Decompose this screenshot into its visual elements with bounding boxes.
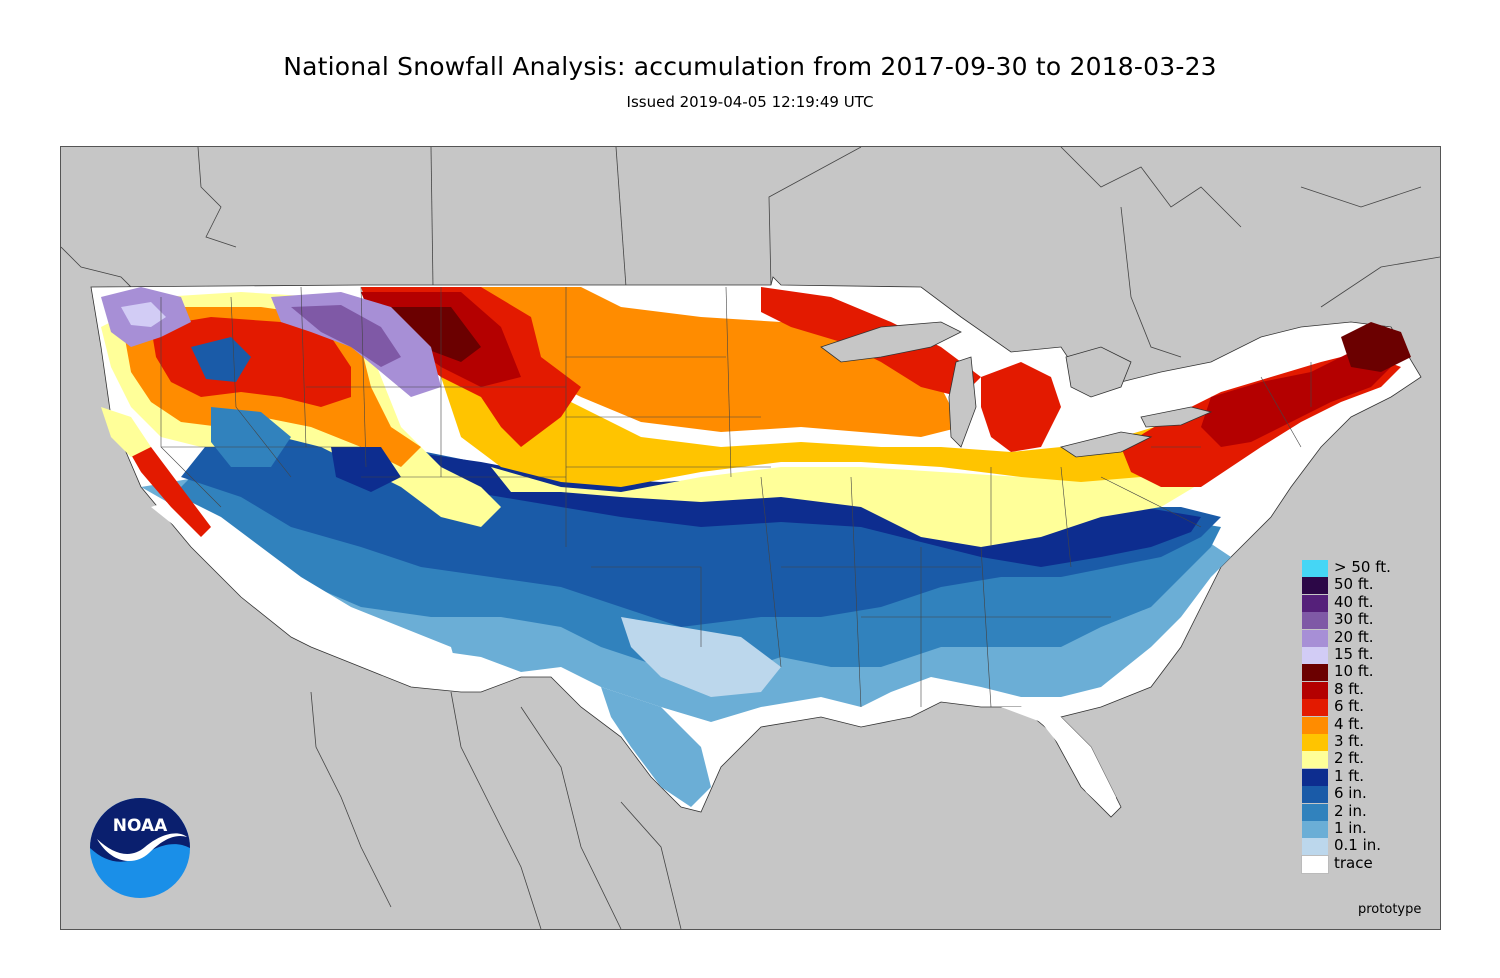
legend-label: 8 ft. [1334, 679, 1364, 698]
legend-label: 30 ft. [1334, 610, 1374, 629]
zone-west-valley-1 [191, 337, 251, 382]
zone-ten-ft-maine [1341, 322, 1411, 372]
legend-swatch [1302, 768, 1328, 786]
zone-six-ft-michigan [981, 362, 1061, 452]
legend-swatch [1302, 803, 1328, 821]
legend-swatch [1302, 734, 1328, 751]
snowfall-map-canvas [61, 147, 1440, 929]
legend-item: 15 ft. [1302, 645, 1442, 664]
legend-swatch [1302, 629, 1328, 647]
lake-erie [1060, 431, 1153, 458]
legend-swatch [1302, 821, 1328, 838]
legend-swatch [1302, 594, 1328, 612]
state-borders [160, 286, 1312, 708]
legend-swatch [1302, 716, 1328, 734]
legend-item: 6 in. [1302, 784, 1442, 804]
legend-item: 1 in. [1302, 819, 1442, 838]
zone-west-valley-2 [331, 447, 401, 492]
zone-sierra-yellow [101, 407, 151, 457]
zone-texas-patch [601, 687, 711, 807]
legend-item: 40 ft. [1302, 592, 1442, 612]
legend-label: 0.1 in. [1334, 836, 1382, 855]
zone-rockies-violet [291, 305, 401, 367]
zone-rockies-red [151, 317, 351, 407]
legend-swatch [1302, 577, 1328, 595]
legend-item: 8 ft. [1302, 679, 1442, 699]
noaa-logo-text: NOAA [113, 816, 168, 836]
zone-three-ft [441, 377, 1231, 487]
lake-michigan [948, 356, 977, 448]
legend-label: 4 ft. [1334, 714, 1364, 733]
legend-label: trace [1334, 853, 1373, 872]
legend-item: 10 ft. [1302, 662, 1442, 682]
zone-trace-southwest [151, 497, 461, 682]
legend-label: 2 in. [1334, 801, 1367, 820]
legend-label: 6 ft. [1334, 697, 1364, 716]
legend-swatch [1302, 647, 1328, 664]
zone-ten-ft-montana [391, 307, 481, 362]
legend-label: 20 ft. [1334, 627, 1374, 646]
zone-plains-patch [621, 617, 781, 697]
legend-label: 50 ft. [1334, 575, 1374, 594]
legend-swatch [1302, 560, 1328, 577]
legend-swatch [1302, 612, 1328, 630]
legend-swatch [1301, 854, 1329, 874]
legend-label: > 50 ft. [1334, 558, 1391, 576]
legend-item: 30 ft. [1302, 610, 1442, 630]
zone-trace-florida [1001, 707, 1116, 815]
zone-two-ft [491, 427, 1231, 547]
legend-swatch [1302, 751, 1328, 769]
legend-item: 1 ft. [1302, 766, 1442, 786]
legend-label: 1 ft. [1334, 766, 1364, 785]
noaa-logo-icon: NOAA [89, 797, 191, 899]
legend-item: 0.1 in. [1302, 836, 1442, 856]
snowfall-map [60, 146, 1441, 930]
great-lakes [820, 321, 1213, 458]
zone-sierra [121, 437, 211, 537]
legend-label: 10 ft. [1334, 662, 1374, 681]
legend-label: 6 in. [1334, 784, 1367, 803]
lake-ontario [1140, 406, 1213, 428]
legend-swatch [1302, 699, 1328, 717]
legend-swatch [1302, 838, 1328, 856]
legend-label: 40 ft. [1334, 592, 1374, 611]
zone-rockies-lavender [121, 302, 166, 327]
map-title: National Snowfall Analysis: accumulation… [283, 52, 1217, 81]
legend-item: > 50 ft. [1302, 558, 1442, 577]
issued-timestamp: Issued 2019-04-05 12:19:49 UTC [626, 93, 874, 111]
legend-item: 2 ft. [1302, 749, 1442, 769]
legend-item: 50 ft. [1302, 575, 1442, 595]
legend-item: 3 ft. [1302, 732, 1442, 751]
legend-label: 1 in. [1334, 819, 1367, 837]
legend-item: trace [1301, 853, 1442, 874]
legend-swatch [1302, 664, 1328, 682]
legend-item: 4 ft. [1302, 714, 1442, 734]
legend-label: 15 ft. [1334, 645, 1374, 663]
legend-label: 2 ft. [1334, 749, 1364, 768]
legend-item: 20 ft. [1302, 627, 1442, 647]
zone-four-ft [481, 287, 961, 437]
legend-swatch [1302, 786, 1328, 804]
legend-swatch [1302, 681, 1328, 699]
background-borders [61, 147, 1440, 929]
prototype-label: prototype [1358, 902, 1422, 917]
legend-item: 6 ft. [1302, 697, 1442, 717]
legend-item: 2 in. [1302, 801, 1442, 821]
lake-huron [1065, 346, 1132, 398]
legend-label: 3 ft. [1334, 732, 1364, 750]
lake-superior [820, 321, 962, 363]
